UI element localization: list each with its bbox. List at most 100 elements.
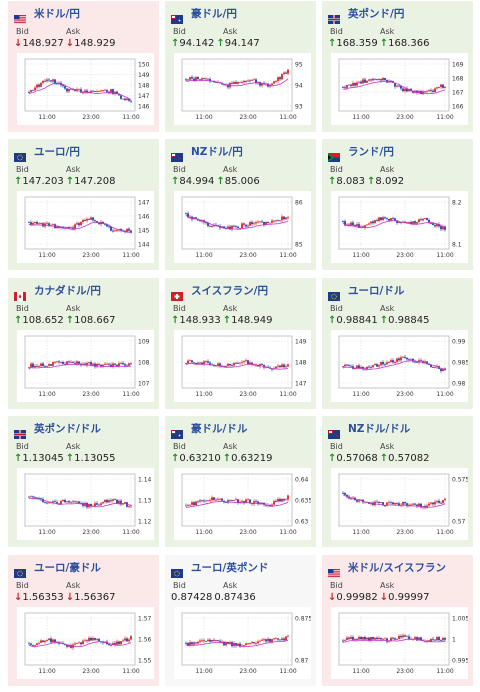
candle-body [378, 501, 380, 503]
candle-body [112, 89, 114, 94]
candle-body [394, 638, 396, 640]
currency-pair-link[interactable]: 米ドル/円 [34, 7, 80, 20]
ask-label: Ask [66, 304, 81, 313]
chart-panel[interactable]: 1.57 1.56 1.55 11:00 23:00 11:00 [17, 607, 154, 679]
eu-flag-icon [14, 152, 26, 162]
rate-card[interactable]: ユーロ/円 Bid Ask ↑147.203 ↑147.208 147 146 145 144 1… [8, 139, 159, 270]
candle-body [249, 362, 251, 365]
ask-label: Ask [223, 442, 238, 451]
candle-body [245, 360, 247, 362]
candle-body [46, 640, 48, 641]
bid-value: 108.652 [22, 315, 64, 326]
chart-panel[interactable]: 0.99 0.985 0.98 11:00 23:00 11:00 [331, 330, 468, 402]
candle-body [398, 358, 400, 361]
flag-icon [171, 147, 183, 162]
x-tick-label: 11:00 [122, 529, 139, 536]
candle-body [62, 226, 64, 228]
chart-panel[interactable]: 0.875 0.87 11:00 23:00 11:00 [174, 607, 311, 679]
candle-body [277, 77, 279, 82]
arrow-up-icon: ↑ [65, 315, 75, 326]
candle-body [96, 503, 98, 505]
candle-body [98, 91, 100, 92]
currency-pair-link[interactable]: ユーロ/英ポンド [191, 561, 269, 574]
candle-body [227, 500, 229, 503]
candle-body [104, 363, 106, 365]
currency-pair-link[interactable]: カナダドル/円 [34, 284, 101, 297]
candle-body [82, 640, 84, 645]
currency-pair-link[interactable]: ユーロ/円 [34, 145, 80, 158]
candle-body [46, 223, 48, 225]
chart-panel[interactable]: 169 168 167 166 11:00 23:00 11:00 [331, 53, 468, 125]
candle-body [398, 222, 400, 223]
candle-body [199, 79, 201, 81]
candle-body [420, 637, 422, 641]
candle-body [48, 79, 50, 81]
currency-pair-link[interactable]: 英ポンド/ドル [34, 422, 101, 435]
rate-card[interactable]: ユーロ/ドル Bid Ask ↑0.98841 ↑0.98845 0.99 0.985 0.9… [322, 278, 473, 409]
currency-pair-link[interactable]: 豪ドル/ドル [191, 422, 248, 435]
chart-panel[interactable]: 149 148 147 11:00 23:00 11:00 [174, 330, 311, 402]
candle-body [56, 361, 58, 363]
candle-body [374, 220, 376, 224]
chart-panel[interactable]: 1.14 1.13 1.12 11:00 23:00 11:00 [17, 468, 154, 540]
candle-body [34, 497, 36, 499]
chart-panel[interactable]: 86 85 11:00 23:00 11:00 [174, 191, 311, 263]
currency-pair-link[interactable]: NZドル/円 [191, 145, 243, 158]
rate-card[interactable]: ユーロ/豪ドル Bid Ask ↓1.56353 ↓1.56367 1.57 1.56 1.5… [8, 555, 159, 686]
candle-body [404, 221, 406, 223]
currency-pair-link[interactable]: ランド/円 [348, 145, 394, 158]
currency-pair-link[interactable]: 米ドル/スイスフラン [348, 561, 447, 574]
candle-body [364, 225, 366, 228]
candle-body [394, 362, 396, 363]
currency-pair-link[interactable]: 豪ドル/円 [191, 7, 237, 20]
rate-card[interactable]: 米ドル/スイスフラン Bid Ask ↓0.99982 ↓0.99997 1.005 1 0.… [322, 555, 473, 686]
x-tick-label: 11:00 [279, 252, 296, 259]
x-tick-label: 11:00 [195, 668, 212, 675]
rate-card[interactable]: 英ポンド/円 Bid Ask ↑168.359 ↑168.366 169 168 167 166… [322, 1, 473, 132]
chart-panel[interactable]: 95 94 93 11:00 23:00 11:00 [174, 53, 311, 125]
currency-pair-link[interactable]: 英ポンド/円 [348, 7, 405, 20]
chart-panel[interactable]: 0.575 0.57 11:00 23:00 11:00 [331, 468, 468, 540]
candle-body [32, 90, 34, 91]
candle-body [94, 91, 96, 92]
rate-card[interactable]: カナダドル/円 Bid Ask ↑108.652 ↑108.667 109 108 107 11… [8, 278, 159, 409]
x-tick-label: 23:00 [82, 391, 99, 398]
rate-card[interactable]: 豪ドル/ドル Bid Ask ↑0.63210 ↑0.63219 0.64 0.635 0.6… [165, 416, 316, 547]
currency-pair-link[interactable]: NZドル/ドル [348, 422, 411, 435]
chart-panel[interactable]: 8.2 8.1 11:00 23:00 11:00 [331, 191, 468, 263]
rate-card[interactable]: ランド/円 Bid Ask ↑8.083 ↑8.092 8.2 8.1 11:00 23:00 1… [322, 139, 473, 270]
ask-value: 8.092 [375, 176, 405, 187]
candle-body [382, 638, 384, 640]
candle-body [404, 88, 406, 92]
rate-card[interactable]: 英ポンド/ドル Bid Ask ↑1.13045 ↑1.13055 1.14 1.13 1.1… [8, 416, 159, 547]
rate-card[interactable]: 豪ドル/円 Bid Ask ↑94.142 ↑94.147 95 94 93 11:00 23:0… [165, 1, 316, 132]
currency-pair-link[interactable]: ユーロ/ドル [348, 284, 405, 297]
card-header: NZドル/ドル [328, 421, 411, 439]
rate-card[interactable]: NZドル/円 Bid Ask ↑84.994 ↑85.006 86 85 11:00 23:00… [165, 139, 316, 270]
candle-body [348, 224, 350, 226]
chart-panel[interactable]: 150 149 148 147 146 11:00 23:00 11:00 [17, 53, 154, 125]
currency-pair-link[interactable]: ユーロ/豪ドル [34, 561, 101, 574]
candle-body [199, 220, 201, 222]
chart-panel[interactable]: 109 108 107 11:00 23:00 11:00 [17, 330, 154, 402]
chart-panel[interactable]: 0.64 0.635 0.63 11:00 23:00 11:00 [174, 468, 311, 540]
candle-body [86, 362, 88, 366]
y-tick-label: 94 [295, 83, 303, 90]
candle-body [219, 498, 221, 500]
chart-panel[interactable]: 1.005 1 0.995 11:00 23:00 11:00 [331, 607, 468, 679]
candle-body [233, 82, 235, 84]
candle-body [44, 366, 46, 367]
rate-card[interactable]: NZドル/ドル Bid Ask ↑0.57068 ↑0.57082 0.575 0.57 11… [322, 416, 473, 547]
x-tick-label: 23:00 [396, 529, 413, 536]
ask-value: 0.98845 [388, 315, 430, 326]
rate-card[interactable]: 米ドル/円 Bid Ask ↓148.927 ↓148.929 150 149 148 147 1… [8, 1, 159, 132]
candle-body [394, 82, 396, 87]
candle-body [271, 368, 273, 370]
currency-pair-link[interactable]: スイスフラン/円 [191, 284, 269, 297]
candle-body [346, 224, 348, 226]
rate-card[interactable]: スイスフラン/円 Bid Ask ↑148.933 ↑148.949 149 148 147 1… [165, 278, 316, 409]
candle-body [78, 642, 80, 644]
candle-body [402, 356, 404, 358]
rate-card[interactable]: ユーロ/英ポンド Bid Ask 0.87428 0.87436 0.875 0.87 11:… [165, 555, 316, 686]
chart-panel[interactable]: 147 146 145 144 11:00 23:00 11:00 [17, 191, 154, 263]
